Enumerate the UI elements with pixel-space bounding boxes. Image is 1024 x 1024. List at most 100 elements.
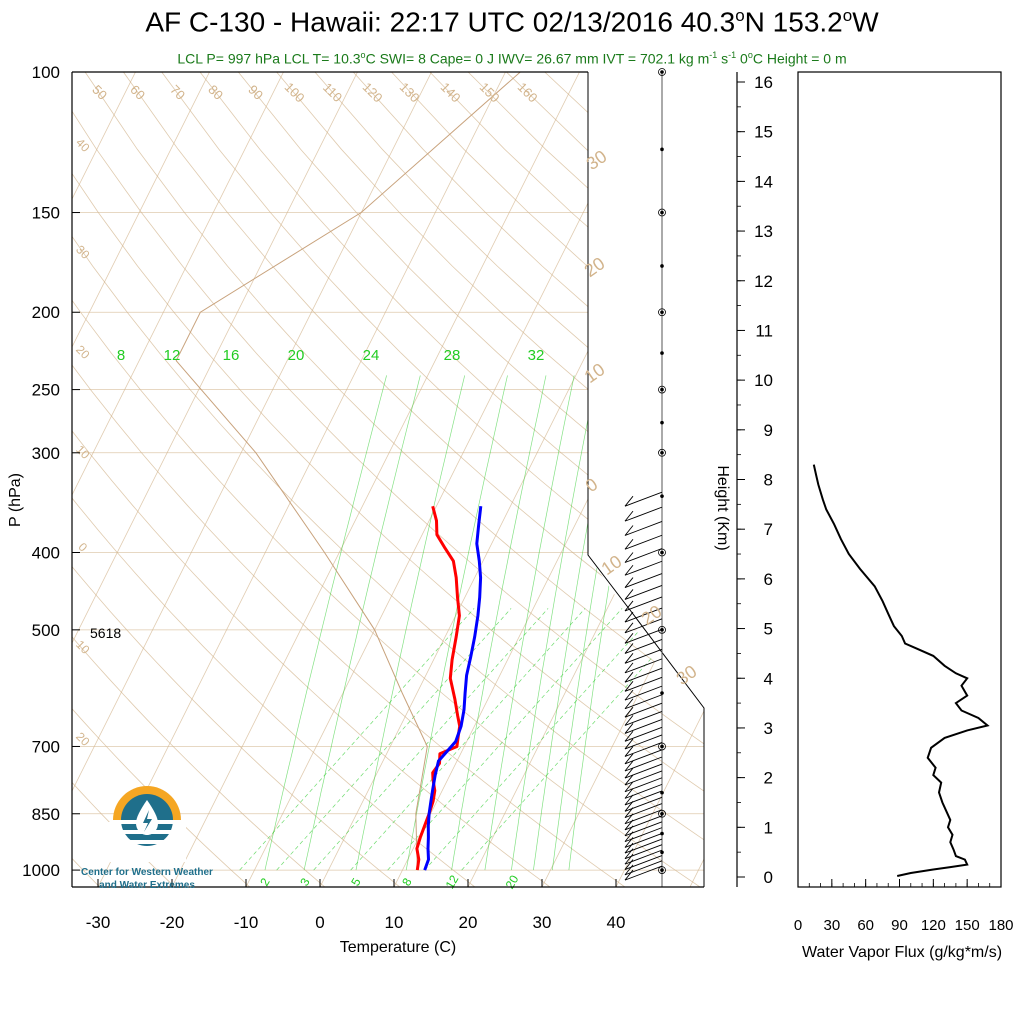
height-tick-label: 14 [754, 172, 773, 191]
wind-barb [624, 719, 663, 734]
mixing-ratio-top-label: 32 [528, 347, 545, 364]
wind-barb [624, 809, 663, 825]
moist-adiabat-line [387, 608, 623, 871]
wind-barb [624, 560, 663, 576]
isotherm-label: 150 [477, 79, 503, 105]
flux-x-tick-label: 0 [794, 917, 802, 934]
wind-barb [624, 763, 663, 779]
wind-barb [624, 676, 663, 692]
wind-barb-flag [624, 510, 634, 522]
height-tick-label: 6 [764, 570, 773, 589]
wind-barb-flag [624, 662, 634, 674]
wind-barb-flag [624, 564, 634, 576]
mixing-ratio-line [303, 375, 421, 871]
staff-dot [660, 628, 664, 632]
wind-barb-flag [624, 671, 634, 683]
wind-barb [624, 803, 663, 819]
wind-barb [624, 777, 663, 793]
wind-barb [624, 855, 663, 870]
wind-barb [624, 815, 663, 831]
wind-barb [624, 573, 663, 588]
y-tick-label: 500 [32, 621, 60, 640]
mixing-ratio-line [451, 375, 547, 871]
dry-adiabat-line [467, 72, 704, 289]
staff-ring [658, 308, 666, 317]
height-500-annotation: 5618 [90, 625, 121, 641]
wind-barb-flag [624, 781, 634, 793]
height-tick-label: 12 [754, 272, 773, 291]
wind-barb-flag [624, 788, 634, 799]
wind-barb-flag [624, 633, 634, 644]
mixing-ratio-bottom-label: 12 [443, 872, 462, 891]
logo-bolt-icon [143, 810, 152, 832]
height-tick-label: 13 [754, 222, 773, 241]
logo-line1: Center for Western Weather [81, 867, 213, 878]
height-tick-label: 1 [764, 818, 773, 837]
skew-outline [587, 72, 705, 887]
wind-barb [624, 596, 663, 612]
logo-line2: and Water Extremes [99, 880, 195, 891]
wind-barb [624, 667, 663, 683]
staff-dot [660, 790, 664, 795]
wind-barb [624, 534, 663, 550]
staff-ring [658, 809, 666, 818]
dry-adiabat-line [199, 72, 704, 566]
wind-barb [624, 790, 663, 806]
dry-adiabat-line [161, 72, 704, 609]
height-axis-title: Height (Km) [714, 465, 731, 550]
y-tick-label: 850 [32, 805, 60, 824]
wind-barb [624, 742, 663, 757]
flux-x-tick-label: 90 [891, 917, 908, 934]
staff-dot [660, 550, 664, 555]
dry-adiabat-line [72, 235, 704, 841]
mixing-ratio-top-label: 12 [164, 347, 181, 364]
dry-adiabat-line [72, 565, 401, 887]
wind-barb-flag [624, 774, 634, 786]
staff-dot [660, 868, 664, 872]
staff-dot [660, 850, 664, 855]
isotherm-line [97, 72, 506, 887]
x-tick-label: 0 [315, 913, 324, 932]
parcel-path [175, 72, 521, 871]
wind-barb-flag [624, 653, 634, 664]
y-tick-label: 250 [32, 381, 60, 400]
wind-barb [624, 749, 663, 765]
staff-dot [660, 210, 664, 215]
staff-ring [658, 548, 666, 557]
moist-adiabat-line [350, 608, 586, 871]
isotherm-line [171, 72, 580, 887]
y-tick-label: 400 [32, 543, 60, 562]
mixing-ratio-line [355, 375, 466, 871]
isotherm-line [72, 72, 284, 496]
staff-dot [660, 70, 664, 74]
staff-dot [660, 420, 664, 425]
wind-barb [624, 521, 663, 536]
isotherm-label: 140 [438, 79, 464, 105]
moist-adiabat-line [276, 608, 512, 871]
isotherm-left-label: 30 [73, 242, 93, 262]
cw3e-logo: Center for Western Weather and Water Ext… [81, 786, 213, 891]
staff-ring [658, 625, 666, 634]
wind-barb [624, 548, 663, 563]
mixing-ratio-top-label: 8 [117, 347, 125, 364]
moist-adiabat-line [461, 608, 697, 871]
wind-barb [624, 694, 663, 710]
mixing-ratio-top-label: 28 [444, 347, 461, 364]
wind-barb [624, 685, 663, 701]
y-tick-label: 150 [32, 204, 60, 223]
wind-barb-flag [624, 869, 634, 881]
dry-adiabat-line [123, 72, 704, 654]
mixing-ratio-line [511, 375, 597, 871]
wind-barb-flag [624, 706, 634, 718]
wind-barb-flag [624, 681, 634, 692]
staff-ring [658, 866, 666, 874]
isotherm-line [764, 72, 1024, 887]
wind-barb [624, 844, 663, 860]
wind-barb-flag [624, 760, 634, 772]
wind-barb [624, 796, 663, 812]
moist-adiabat-line [239, 608, 475, 871]
wind-barb [624, 639, 663, 654]
wind-barb-flag [624, 643, 634, 654]
staff-dot [660, 351, 664, 355]
wind-barb-flag [624, 767, 634, 779]
